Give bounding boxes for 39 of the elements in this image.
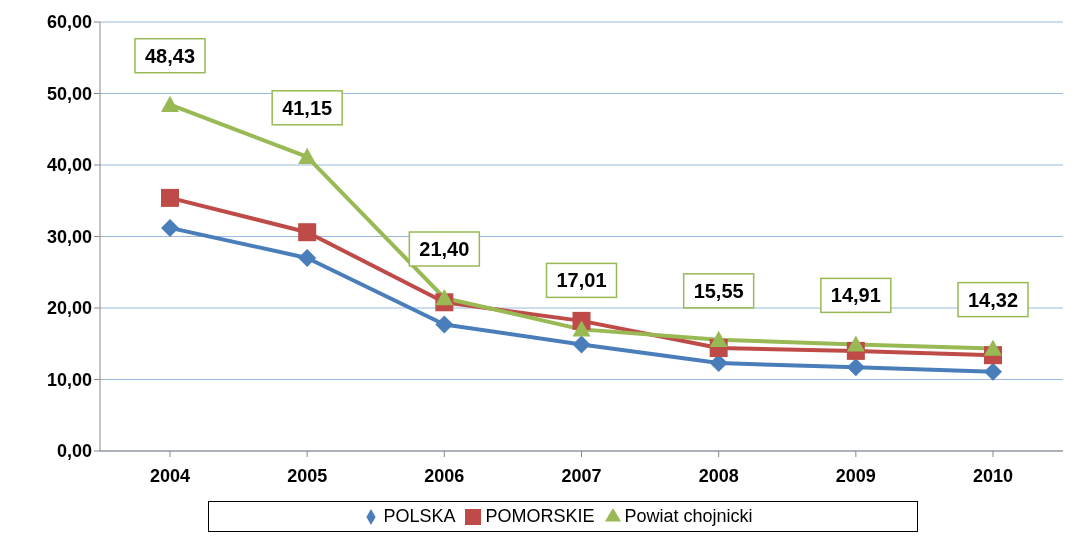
- point: [709, 330, 728, 348]
- point: [298, 147, 317, 164]
- legend-label: Powiat chojnicki: [624, 506, 753, 526]
- point: [161, 95, 179, 112]
- point: [161, 188, 179, 207]
- point: [984, 339, 1002, 356]
- point: [572, 335, 591, 354]
- data-label: 14,32: [967, 288, 1019, 311]
- point: [435, 288, 454, 306]
- data-label: 17,01: [556, 269, 607, 292]
- point: [846, 358, 865, 377]
- y-tick-label: 30,00: [46, 226, 92, 247]
- x-tick-label: 2004: [149, 465, 191, 486]
- data-label: 48,43: [144, 44, 196, 67]
- point: [846, 335, 865, 352]
- y-tick-label: 10,00: [46, 369, 92, 390]
- point: [572, 320, 591, 337]
- point: [161, 218, 179, 237]
- x-tick-label: 2007: [561, 465, 602, 486]
- x-tick-label: 2005: [287, 465, 328, 486]
- data-label: 21,40: [419, 237, 470, 260]
- y-tick-label: 50,00: [46, 83, 92, 104]
- point: [984, 362, 1002, 381]
- x-tick-label: 2006: [424, 465, 465, 486]
- x-tick-label: 2008: [698, 465, 739, 486]
- legend-label: POLSKA: [383, 506, 456, 526]
- point: [298, 248, 317, 267]
- y-tick-label: 60,00: [46, 12, 92, 33]
- x-tick-label: 2010: [972, 465, 1014, 486]
- x-tick-label: 2009: [835, 465, 876, 486]
- y-tick-label: 20,00: [46, 298, 92, 319]
- y-tick-label: 0,00: [56, 441, 92, 462]
- legend-label: POMORSKIE: [485, 506, 595, 526]
- data-label: 41,15: [282, 96, 333, 119]
- y-tick-label: 40,00: [46, 155, 92, 176]
- point: [435, 315, 454, 334]
- data-label: 15,55: [693, 279, 744, 302]
- point: [298, 223, 317, 242]
- data-label: 14,91: [830, 284, 881, 307]
